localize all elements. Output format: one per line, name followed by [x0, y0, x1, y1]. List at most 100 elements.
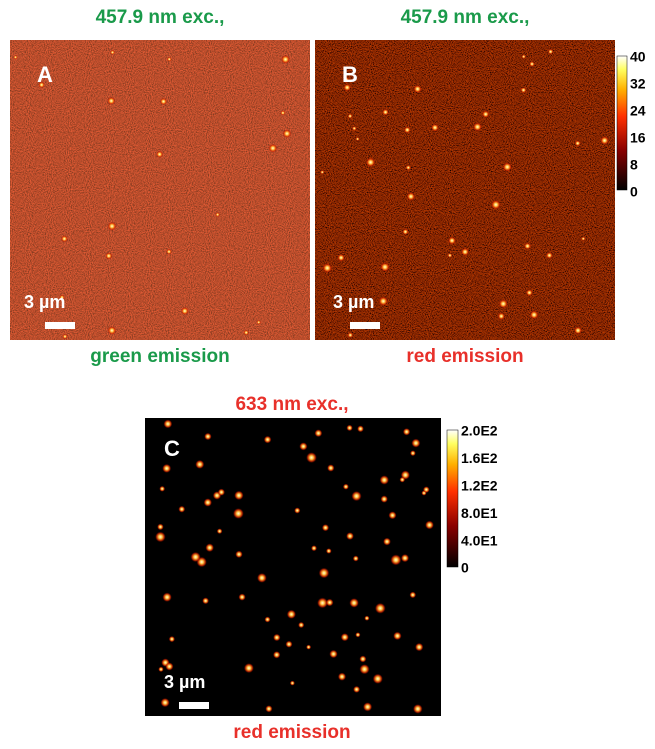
bright-spot [352, 126, 357, 131]
bright-spot [318, 567, 330, 579]
bright-spot [264, 616, 271, 623]
scale-bar-label: 3 µm [24, 292, 65, 312]
bright-spot [448, 236, 456, 245]
bright-spot [162, 463, 172, 473]
colorbar-tick-label: 0 [461, 560, 469, 576]
bright-spot [524, 242, 531, 250]
bright-spot [498, 299, 508, 309]
bright-spot [380, 495, 388, 503]
bright-spot [342, 76, 350, 84]
bright-spot [158, 666, 164, 672]
bright-spot [257, 573, 267, 583]
bright-spot [409, 591, 417, 599]
bright-spot [374, 602, 386, 614]
bright-spot [166, 248, 172, 255]
bright-spot [402, 428, 411, 436]
bright-spot [298, 621, 305, 629]
panel-label: C [164, 436, 180, 461]
image-panel [145, 418, 441, 716]
bright-spot [461, 247, 470, 256]
bright-spot [238, 593, 246, 601]
bright-spot [110, 50, 115, 55]
colorbar-tick-label: 2.0E2 [461, 423, 498, 439]
bright-spot [526, 289, 533, 297]
panel-caption: green emission [90, 346, 229, 367]
bright-spot [243, 329, 249, 336]
bright-spot [351, 491, 362, 502]
bright-spot [286, 609, 296, 619]
scale-bar [179, 702, 209, 709]
bright-spot [273, 633, 281, 642]
bright-spot [289, 680, 295, 686]
bright-spot [388, 511, 397, 520]
bright-spot [282, 129, 292, 138]
bright-spot [406, 192, 416, 201]
bright-spot [382, 108, 389, 116]
bright-spot [311, 545, 317, 552]
bright-spot [574, 326, 582, 335]
bright-spot [365, 157, 376, 167]
colorbar [446, 429, 459, 568]
colorbar-ticks: 40 32 24 16 8 0 2.0E2 1.6E2 1.2E2 8.0E1 4.0E1 0 [461, 49, 646, 576]
bright-spot [280, 110, 286, 116]
bright-spot [263, 435, 272, 444]
scale-bar-label: 3 µm [333, 292, 374, 312]
bright-spot [163, 419, 173, 429]
scale-bar [45, 322, 75, 329]
colorbar-tick-label: 40 [630, 49, 646, 65]
bright-spot [355, 632, 361, 638]
bright-spot [190, 551, 201, 563]
bright-spot [574, 140, 581, 147]
bright-spot [306, 452, 317, 463]
bright-spot [159, 485, 166, 492]
bright-spot [168, 636, 175, 643]
bright-spot [235, 550, 243, 558]
bright-spot [491, 199, 501, 210]
bright-spot [520, 87, 527, 94]
bright-spot [159, 97, 168, 106]
bright-spot [502, 162, 512, 172]
bright-spot [155, 531, 166, 543]
bright-spot [393, 631, 402, 641]
bright-spot [403, 126, 411, 134]
bright-spot [399, 476, 406, 483]
bright-spot [383, 537, 391, 546]
colorbar-tick-label: 1.2E2 [461, 478, 498, 494]
colorbar-tick-label: 4.0E1 [461, 532, 498, 548]
bright-spot [314, 429, 323, 438]
colorbar-tick-label: 16 [630, 130, 646, 146]
bright-spot [299, 442, 308, 451]
bright-spot [497, 312, 505, 320]
bright-spot [61, 235, 68, 243]
panel-title: 457.9 nm exc., [96, 7, 225, 28]
bright-spot [107, 326, 117, 335]
bright-spot [273, 651, 281, 659]
bright-spot [415, 642, 424, 652]
bright-spot [372, 673, 383, 684]
bright-spot [347, 332, 354, 338]
bright-spot [410, 450, 416, 457]
bright-spot [529, 310, 539, 320]
bright-spot [202, 597, 210, 605]
bright-spot [546, 252, 553, 259]
bright-spot [378, 296, 388, 306]
bright-spot [13, 55, 18, 60]
colorbar-tick-label: 32 [630, 76, 646, 92]
bright-spot [357, 425, 364, 433]
panel-title: 457.9 nm exc., [401, 7, 530, 28]
bright-spot [256, 320, 261, 325]
bright-spot [203, 498, 212, 507]
scale-bar-label: 3 µm [164, 672, 205, 692]
bright-spot [402, 228, 409, 235]
bright-spot [400, 554, 410, 563]
bright-spot [364, 615, 370, 621]
bright-spot [346, 424, 353, 432]
bright-spot [322, 263, 333, 273]
bright-spot [405, 165, 411, 171]
bright-spot [180, 307, 189, 315]
bright-spot [325, 598, 334, 607]
bright-spot [342, 483, 349, 490]
bright-spot [379, 475, 389, 485]
bright-spot [353, 685, 361, 693]
